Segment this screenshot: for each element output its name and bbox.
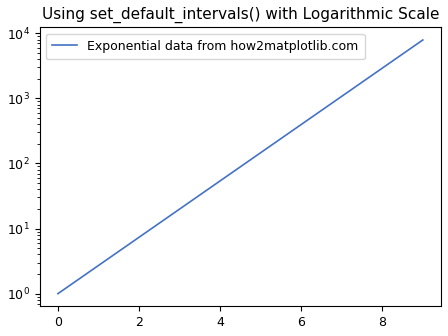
Line: Exponential data from how2matplotlib.com: Exponential data from how2matplotlib.com bbox=[58, 40, 423, 294]
Exponential data from how2matplotlib.com bbox=[402, 51, 407, 55]
Exponential data from how2matplotlib.com bbox=[391, 58, 396, 62]
Exponential data from how2matplotlib.com bbox=[273, 140, 278, 144]
Exponential data from how2matplotlib.com bbox=[140, 233, 146, 237]
Exponential data from how2matplotlib.com bbox=[125, 243, 131, 247]
Exponential data from how2matplotlib.com bbox=[243, 161, 249, 165]
Exponential data from how2matplotlib.com bbox=[420, 38, 426, 42]
Title: Using set_default_intervals() with Logarithmic Scale: Using set_default_intervals() with Logar… bbox=[42, 7, 439, 23]
Legend: Exponential data from how2matplotlib.com: Exponential data from how2matplotlib.com bbox=[46, 34, 365, 59]
Exponential data from how2matplotlib.com bbox=[55, 292, 60, 296]
